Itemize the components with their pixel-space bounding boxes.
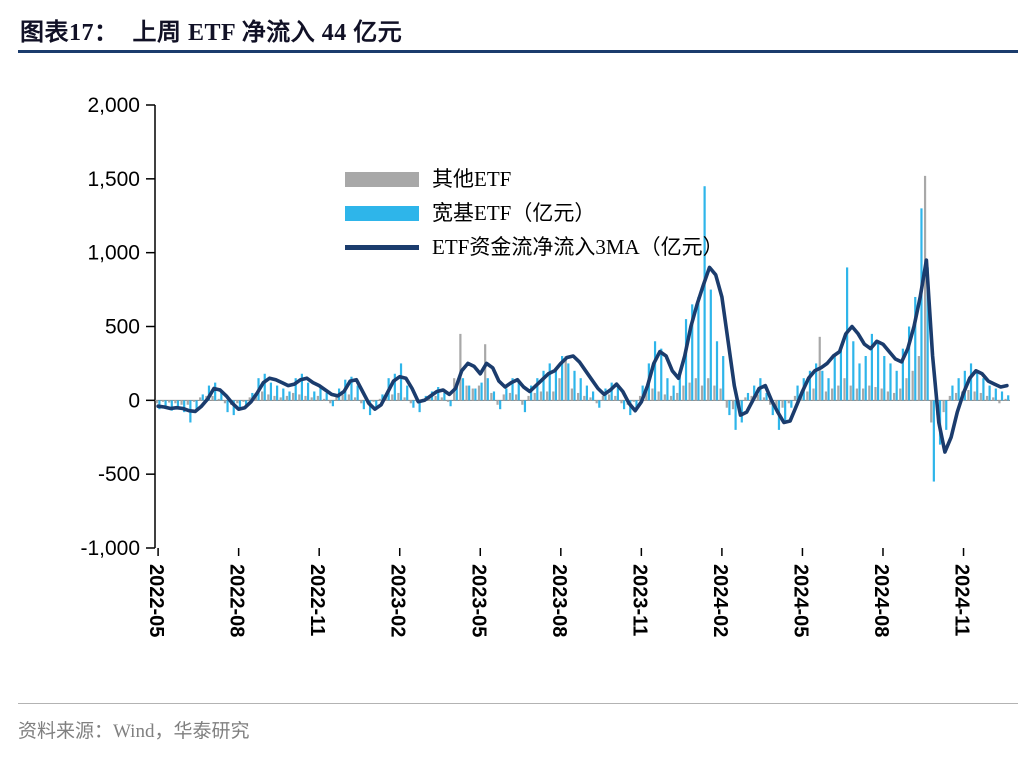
etf-net-inflow-chart: -1,000 -500 0 500 1,000 1,500 2,000 2022-05 2022… [80,94,1010,637]
chart-area: -1,000 -500 0 500 1,000 1,500 2,000 2022-05 2022… [0,55,1036,705]
svg-text:-1,000: -1,000 [80,537,140,560]
svg-text:2023-08: 2023-08 [548,564,570,637]
svg-text:2,000: 2,000 [87,94,140,117]
legend-item-other-etf: 其他ETF [345,167,724,192]
ma-line-swatch [345,245,419,251]
source-row: 资料来源：Wind，华泰研究 [18,703,1018,743]
title-underline-rule [18,50,1018,53]
svg-text:2023-05: 2023-05 [467,564,489,637]
legend-item-3ma-line: ETF资金流净流入3MA（亿元） [345,235,724,260]
chart-number-label: 图表17： [20,20,119,46]
svg-text:2024-08: 2024-08 [870,564,892,637]
svg-text:2024-05: 2024-05 [789,564,811,637]
chart-legend: 其他ETF 宽基ETF（亿元） ETF资金流净流入3MA（亿元） [345,167,724,261]
source-text: 资料来源：Wind，华泰研究 [18,721,250,742]
svg-text:2023-02: 2023-02 [387,564,409,637]
svg-text:2022-11: 2022-11 [306,564,328,636]
other-etf-swatch [345,172,419,188]
legend-item-broad-etf: 宽基ETF（亿元） [345,201,724,226]
legend-label: 宽基ETF（亿元） [432,201,596,226]
chart-title: 图表17： 上周 ETF 净流入 44 亿元 [20,12,402,47]
svg-text:0: 0 [128,389,140,412]
broad-etf-swatch [345,206,419,222]
svg-text:1,500: 1,500 [87,168,140,191]
svg-text:2024-11: 2024-11 [951,564,973,636]
svg-text:2023-11: 2023-11 [628,564,650,636]
svg-text:1,000: 1,000 [87,242,140,265]
svg-text:2024-02: 2024-02 [709,564,731,637]
legend-label: 其他ETF [432,167,512,191]
chart-title-text: 上周 ETF 净流入 44 亿元 [132,20,403,46]
legend-label: ETF资金流净流入3MA（亿元） [432,235,724,260]
svg-text:500: 500 [105,316,140,339]
svg-text:2022-08: 2022-08 [226,564,248,637]
svg-text:2022-05: 2022-05 [145,564,167,637]
svg-text:-500: -500 [98,463,140,486]
